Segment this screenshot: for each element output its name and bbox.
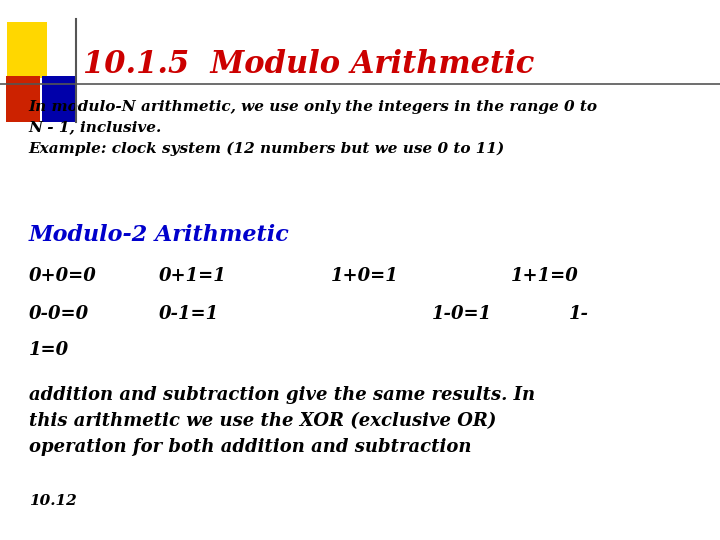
Text: 1+0=1: 1+0=1 <box>331 267 399 285</box>
Text: 10.1.5  Modulo Arithmetic: 10.1.5 Modulo Arithmetic <box>83 49 534 79</box>
FancyBboxPatch shape <box>6 76 40 122</box>
Text: In modulo-N arithmetic, we use only the integers in the range 0 to
N - 1, inclus: In modulo-N arithmetic, we use only the … <box>29 100 598 156</box>
Text: 1+1=0: 1+1=0 <box>511 267 579 285</box>
Text: 1=0: 1=0 <box>29 341 69 359</box>
Text: Modulo-2 Arithmetic: Modulo-2 Arithmetic <box>29 224 289 246</box>
Text: 1-0=1: 1-0=1 <box>432 305 492 323</box>
Text: 1-: 1- <box>569 305 589 323</box>
FancyBboxPatch shape <box>7 22 47 78</box>
Text: 0+0=0: 0+0=0 <box>29 267 96 285</box>
FancyBboxPatch shape <box>42 76 76 122</box>
Text: 0-1=1: 0-1=1 <box>158 305 219 323</box>
Text: 0+1=1: 0+1=1 <box>158 267 226 285</box>
Text: 10.12: 10.12 <box>29 494 76 508</box>
Text: addition and subtraction give the same results. In
this arithmetic we use the XO: addition and subtraction give the same r… <box>29 386 535 456</box>
Text: 0-0=0: 0-0=0 <box>29 305 89 323</box>
